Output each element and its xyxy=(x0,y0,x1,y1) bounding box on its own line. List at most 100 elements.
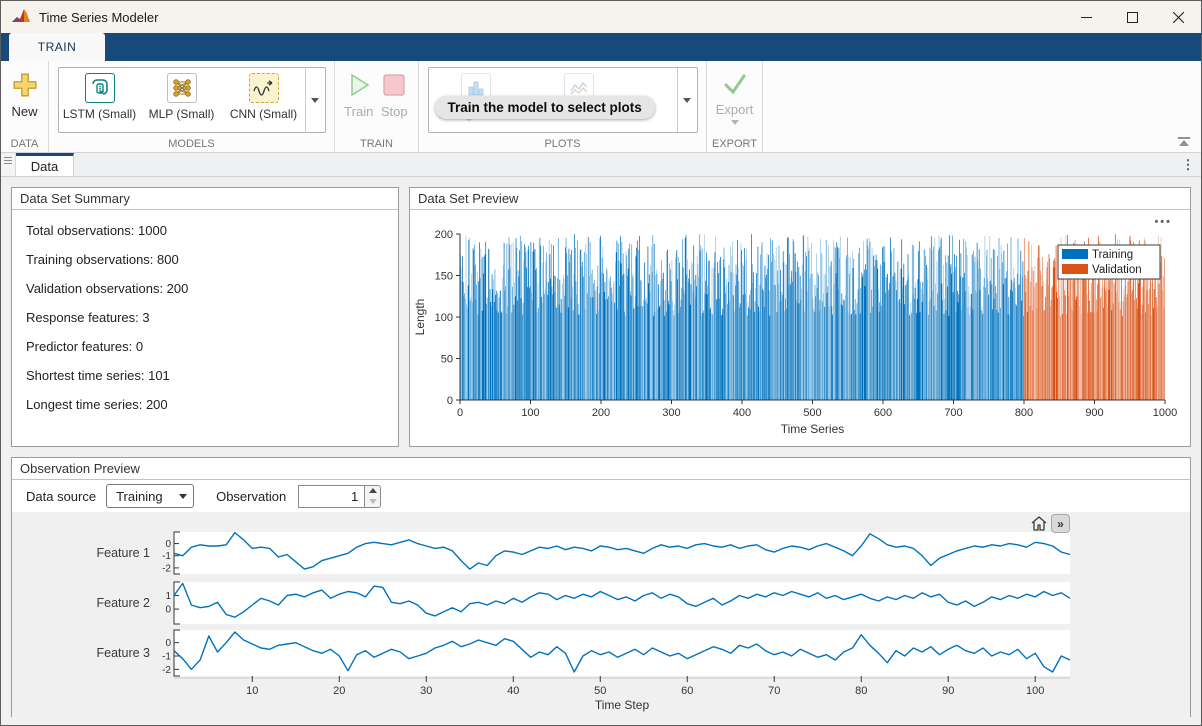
svg-text:200: 200 xyxy=(435,229,453,241)
stat-total-observations: Total observations: 1000 xyxy=(26,223,384,238)
main-content: Data Set Summary Total observations: 100… xyxy=(1,177,1201,726)
model-lstm-label: LSTM (Small) xyxy=(63,107,136,121)
ribbon-section-data: New DATA xyxy=(1,61,49,152)
observation-panel-title: Observation Preview xyxy=(12,458,1190,480)
new-button[interactable]: New xyxy=(7,65,42,136)
section-label-plots: PLOTS xyxy=(419,138,706,150)
spinner-down-button[interactable] xyxy=(365,496,380,507)
model-mlp-small[interactable]: MLP (Small) xyxy=(141,68,223,132)
close-button[interactable] xyxy=(1155,1,1201,33)
section-label-data: DATA xyxy=(1,138,48,150)
window-title: Time Series Modeler xyxy=(39,10,158,25)
train-button[interactable]: Train xyxy=(341,65,377,136)
svg-text:50: 50 xyxy=(441,354,453,366)
models-gallery-dropdown[interactable] xyxy=(305,68,325,132)
maximize-button[interactable] xyxy=(1109,1,1155,33)
app-window: Time Series Modeler TRAIN New DATA xyxy=(0,0,1202,726)
svg-text:-1: -1 xyxy=(162,551,171,562)
chevron-down-icon xyxy=(683,98,691,103)
section-label-export: EXPORT xyxy=(707,138,762,150)
ribbon-section-models: LSTM (Small) xyxy=(49,61,335,152)
svg-text:Feature 3: Feature 3 xyxy=(96,646,150,660)
plots-gallery-dropdown[interactable] xyxy=(677,68,697,132)
observation-spinner xyxy=(298,485,381,508)
svg-text:Feature 2: Feature 2 xyxy=(96,596,150,610)
svg-text:-1: -1 xyxy=(162,652,171,663)
export-button-label: Export xyxy=(716,102,754,117)
svg-text:1000: 1000 xyxy=(1153,407,1177,419)
chevron-down-icon xyxy=(731,120,739,125)
observation-preview-chart[interactable]: 0-1-2Feature 110Feature 20-1-2Feature 31… xyxy=(12,512,1192,716)
stop-icon xyxy=(381,72,407,98)
svg-text:200: 200 xyxy=(592,407,610,419)
svg-text:20: 20 xyxy=(333,685,345,697)
stat-predictor-features: Predictor features: 0 xyxy=(26,339,384,354)
play-icon xyxy=(346,72,372,98)
svg-text:Feature 1: Feature 1 xyxy=(96,546,150,560)
summary-panel-title: Data Set Summary xyxy=(12,188,398,210)
new-button-label: New xyxy=(11,104,37,119)
panel-grip-icon[interactable] xyxy=(1,153,16,176)
svg-text:700: 700 xyxy=(944,407,962,419)
observation-preview-panel: Observation Preview Data source Training… xyxy=(11,457,1191,717)
mlp-icon xyxy=(167,73,197,103)
stat-shortest-series: Shortest time series: 101 xyxy=(26,368,384,383)
spinner-up-button[interactable] xyxy=(365,486,380,497)
svg-text:600: 600 xyxy=(874,407,892,419)
model-cnn-label: CNN (Small) xyxy=(230,107,297,121)
home-icon[interactable] xyxy=(1030,515,1048,532)
svg-text:100: 100 xyxy=(521,407,539,419)
svg-text:80: 80 xyxy=(855,685,867,697)
tab-data[interactable]: Data xyxy=(16,153,74,176)
check-icon xyxy=(722,72,748,96)
title-bar: Time Series Modeler xyxy=(1,1,1201,33)
model-cnn-small[interactable]: CNN (Small) xyxy=(223,68,305,132)
svg-text:0: 0 xyxy=(165,605,171,616)
svg-text:30: 30 xyxy=(420,685,432,697)
svg-text:100: 100 xyxy=(1026,685,1044,697)
tab-train[interactable]: TRAIN xyxy=(9,33,105,61)
export-button[interactable]: Export xyxy=(713,65,756,136)
cnn-icon xyxy=(249,73,279,103)
stop-button[interactable]: Stop xyxy=(377,65,413,136)
data-source-dropdown[interactable]: Training xyxy=(106,484,194,508)
plots-gallery: Histogram Train the model to select plot… xyxy=(428,67,698,133)
dataset-preview-chart[interactable]: 0501001502000100200300400500600700800900… xyxy=(410,210,1190,446)
model-mlp-label: MLP (Small) xyxy=(149,107,215,121)
pan-right-icon[interactable]: » xyxy=(1051,514,1070,533)
svg-text:400: 400 xyxy=(733,407,751,419)
svg-text:Training: Training xyxy=(1092,249,1133,261)
svg-text:0: 0 xyxy=(457,407,463,419)
svg-text:Validation: Validation xyxy=(1092,264,1142,276)
lstm-icon xyxy=(85,73,115,103)
ribbon-tab-strip: TRAIN xyxy=(1,33,1201,61)
section-label-models: MODELS xyxy=(49,138,334,150)
observation-input[interactable] xyxy=(298,485,364,508)
ribbon-section-export: Export EXPORT xyxy=(707,61,763,152)
ribbon-section-plots: Histogram Train the model to select plot… xyxy=(419,61,707,152)
svg-text:Time Step: Time Step xyxy=(595,698,650,712)
model-lstm-small[interactable]: LSTM (Small) xyxy=(59,68,141,132)
stat-validation-observations: Validation observations: 200 xyxy=(26,281,384,296)
matlab-logo-icon xyxy=(11,8,31,26)
ribbon-spacer xyxy=(763,61,1201,152)
svg-text:Time Series: Time Series xyxy=(781,422,845,436)
svg-text:800: 800 xyxy=(1015,407,1033,419)
plots-tooltip: Train the model to select plots xyxy=(435,96,655,119)
svg-text:0: 0 xyxy=(447,395,453,407)
tab-overflow-icon[interactable]: ⋮ xyxy=(1175,153,1201,176)
train-button-label: Train xyxy=(344,104,373,119)
svg-text:60: 60 xyxy=(681,685,693,697)
plus-icon xyxy=(12,72,38,98)
data-source-label: Data source xyxy=(26,489,96,504)
preview-panel-title: Data Set Preview xyxy=(410,188,1190,210)
section-label-train: TRAIN xyxy=(335,138,418,150)
axes-options-icon[interactable]: ••• xyxy=(1154,216,1172,228)
collapse-ribbon-button[interactable] xyxy=(1177,137,1191,146)
svg-text:900: 900 xyxy=(1085,407,1103,419)
models-gallery: LSTM (Small) xyxy=(58,67,326,133)
data-set-summary-panel: Data Set Summary Total observations: 100… xyxy=(11,187,399,447)
minimize-button[interactable] xyxy=(1063,1,1109,33)
observation-label: Observation xyxy=(216,489,286,504)
chevron-down-icon xyxy=(311,98,319,103)
